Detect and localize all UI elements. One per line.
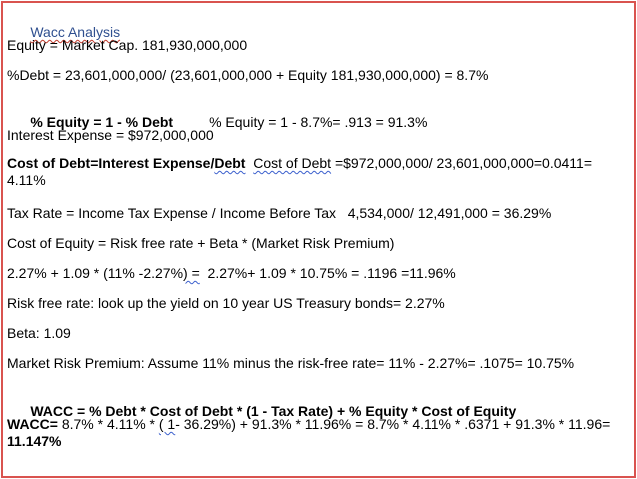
tax-rate-line: Tax Rate = Income Tax Expense / Income B… bbox=[7, 205, 552, 221]
cost-of-debt-label: Cost of Debt bbox=[253, 155, 332, 171]
title-text: Wacc Analysis bbox=[30, 24, 121, 40]
wacc-calc-line: WACC= 8.7% * 4.11% * ( 1- 36.29%) + 91.3… bbox=[7, 416, 611, 449]
wacc-formula: WACC = % Debt * Cost of Debt * (1 - Tax … bbox=[30, 403, 517, 419]
document-title: Wacc Analysis bbox=[7, 7, 120, 58]
beta-line: Beta: 1.09 bbox=[7, 325, 71, 341]
cost-of-debt-calc: =$972,000,000/ 23,601,000,000=0.0411= 4.… bbox=[7, 155, 592, 188]
cost-of-equity-line: Cost of Equity = Risk free rate + Beta *… bbox=[7, 235, 395, 251]
wacc-label: WACC= bbox=[7, 416, 58, 432]
pct-equity-line: % Equity = 1 - % Debt % Equity = 1 - 8.7%… bbox=[7, 97, 427, 148]
cost-of-debt-line: Cost of Debt=Interest Expense/Debt Cost … bbox=[7, 155, 622, 189]
wacc-result: 11.147% bbox=[7, 433, 62, 449]
capm-squiggle: ) = bbox=[183, 265, 200, 281]
pct-debt-line: %Debt = 23,601,000,000/ (23,601,000,000 … bbox=[7, 67, 489, 83]
cost-of-debt-debt: Debt bbox=[214, 155, 246, 171]
equity-line: Equity = Market Cap. 181,930,000,000 bbox=[7, 37, 248, 53]
pct-equity-formula: % Equity = 1 - % Debt bbox=[30, 114, 174, 130]
market-premium-line: Market Risk Premium: Assume 11% minus th… bbox=[7, 355, 575, 371]
interest-expense-line: Interest Expense = $972,000,000 bbox=[7, 127, 214, 143]
risk-free-line: Risk free rate: look up the yield on 10 … bbox=[7, 295, 445, 311]
capm-calc-line: 2.27% + 1.09 * (11% -2.27%) = 2.27%+ 1.0… bbox=[7, 265, 456, 281]
cost-of-debt-formula: Cost of Debt=Interest Expense/ bbox=[7, 155, 215, 171]
pct-equity-calc: % Equity = 1 - 8.7%= .913 = 91.3% bbox=[209, 114, 428, 130]
wacc-formula-line: WACC = % Debt * Cost of Debt * (1 - Tax … bbox=[7, 386, 516, 437]
wacc-squiggle: ( 1 bbox=[158, 416, 176, 432]
